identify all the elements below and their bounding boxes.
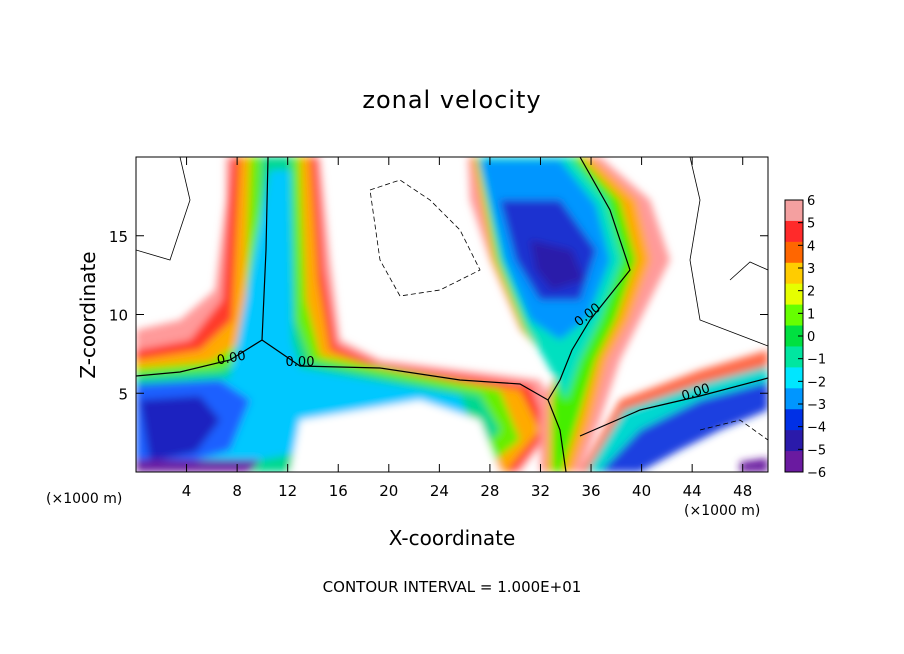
field-area <box>136 157 768 472</box>
x-unit-label-left: (×1000 m) <box>46 491 123 507</box>
y-axis-title: Z-coordinate <box>76 251 100 379</box>
colorbar-swatch <box>785 388 803 410</box>
colorbar-tick-label: 3 <box>807 262 815 277</box>
contour-lines <box>136 157 768 472</box>
chart-title: zonal velocity <box>362 86 542 114</box>
x-tick-label: 36 <box>581 482 600 500</box>
colorbar-swatch <box>785 409 803 431</box>
colorbar-swatch <box>785 304 803 327</box>
x-tick-label: 4 <box>182 482 192 500</box>
colorbar-tick-label: 0 <box>807 330 815 345</box>
colorbar-swatch <box>785 451 803 473</box>
colorbar-swatch <box>785 283 803 306</box>
contour-label: 0.00 <box>216 349 247 369</box>
x-tick-label: 20 <box>379 482 398 500</box>
y-axis: 5 10 15 <box>109 228 768 403</box>
colorbar-swatch <box>785 430 803 452</box>
x-tick-label: 40 <box>632 482 651 500</box>
colorbar: 6 5 4 3 2 1 0 −1 −2 −3 −4 −5 −6 <box>784 194 826 481</box>
colorbar-tick-label: 6 <box>807 194 815 209</box>
contour-interval-label: CONTOUR INTERVAL = 1.000E+01 <box>322 578 582 596</box>
x-tick-label: 12 <box>278 482 297 500</box>
colorbar-tick-label: −1 <box>807 353 826 368</box>
y-tick-label: 10 <box>109 307 128 325</box>
x-axis: 4 8 12 16 20 24 28 32 36 40 44 48 <box>182 157 752 500</box>
y-tick-label: 5 <box>118 385 128 403</box>
x-tick-label: 8 <box>232 482 242 500</box>
colorbar-tick-label: 1 <box>807 307 815 322</box>
colorbar-tick-label: 4 <box>807 239 815 254</box>
colorbar-tick-label: −4 <box>807 421 826 436</box>
colorbar-swatch <box>785 325 803 347</box>
x-tick-label: 48 <box>733 482 752 500</box>
x-tick-label: 44 <box>683 482 702 500</box>
colorbar-swatch <box>785 262 803 285</box>
colorbar-tick-label: −3 <box>807 398 826 413</box>
colorbar-swatch <box>785 241 803 264</box>
colorbar-tick-label: 2 <box>807 285 815 300</box>
colorbar-swatch <box>785 220 803 243</box>
colorbar-tick-label: 5 <box>807 217 815 232</box>
colorbar-swatch <box>785 367 803 389</box>
x-tick-label: 28 <box>480 482 499 500</box>
y-tick-label: 15 <box>109 228 128 246</box>
colorbar-swatch <box>785 346 803 368</box>
colorbar-tick-label: −5 <box>807 443 826 458</box>
x-tick-label: 24 <box>430 482 449 500</box>
x-tick-label: 32 <box>531 482 550 500</box>
contour-label: 0.00 <box>286 355 315 370</box>
velocity-field <box>136 157 768 472</box>
colorbar-tick-label: −2 <box>807 375 826 390</box>
colorbar-tick-label: −6 <box>807 466 826 481</box>
x-tick-label: 16 <box>329 482 348 500</box>
negative-contours <box>369 179 768 441</box>
x-axis-title: X-coordinate <box>388 526 516 550</box>
x-unit-label-right: (×1000 m) <box>684 503 761 519</box>
colorbar-swatch <box>785 200 803 222</box>
